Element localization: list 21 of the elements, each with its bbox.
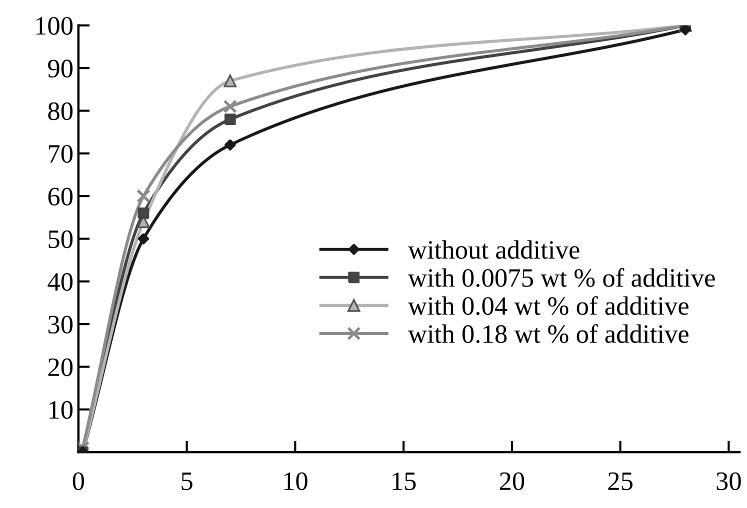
x-tick-label: 30 [716,472,741,490]
legend-label: with 0.0075 wt % of additive [408,268,715,288]
y-tick-label: 90 [48,60,73,78]
legend-label: with 0.04 wt % of additive [408,296,688,316]
y-tick-label: 80 [48,102,73,120]
y-tick-label: 40 [48,273,73,291]
x-tick-label: 5 [182,472,192,490]
y-tick-label: 30 [48,316,73,334]
x-tick-label: 10 [284,472,308,490]
x-tick-label: 15 [392,472,416,490]
y-tick-label: 20 [48,358,73,376]
y-tick-label: 60 [48,188,73,206]
y-tick-label: 50 [48,230,73,248]
x-tick-label: 25 [608,472,632,490]
y-tick-label: 70 [48,145,73,163]
y-tick-label: 100 [36,17,73,35]
legend-label: with 0.18 wt % of additive [408,324,688,344]
x-tick-label: 0 [72,472,84,490]
x-tick-label: 20 [500,472,524,490]
y-tick-label: 10 [50,401,73,419]
legend-label: without additive [408,240,580,259]
